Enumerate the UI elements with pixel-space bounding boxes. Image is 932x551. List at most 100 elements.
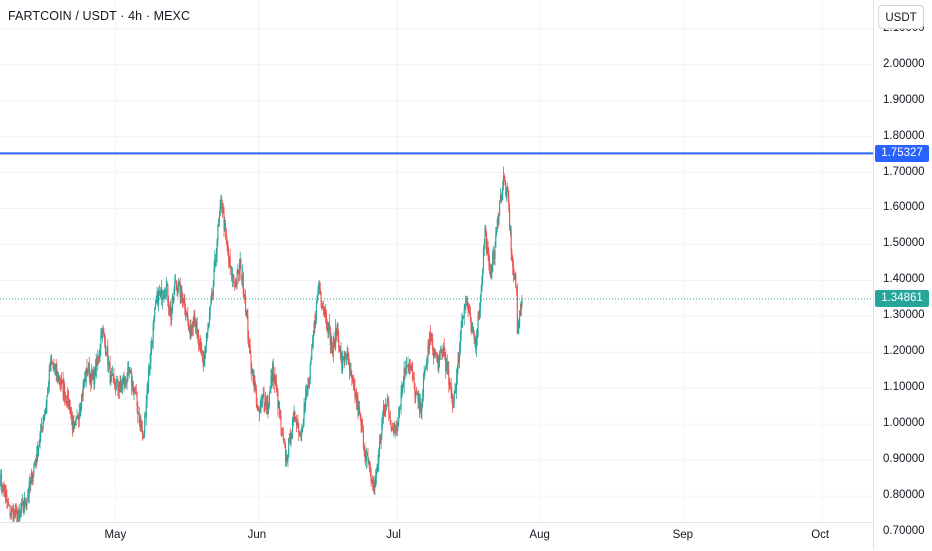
candle-body (72, 422, 74, 431)
candle-body (310, 358, 312, 365)
price-axis[interactable]: 2.100002.000001.900001.800001.700001.600… (873, 0, 932, 550)
candle-body (301, 431, 303, 434)
price-tick-label: 1.00000 (883, 417, 925, 430)
candle-body (136, 393, 138, 406)
candle-body (284, 440, 286, 446)
candle-body (276, 388, 278, 391)
candle-body (44, 413, 46, 419)
candle-body (183, 298, 185, 304)
candle-body (458, 358, 460, 362)
candle-body (372, 483, 374, 488)
candle-body (163, 296, 165, 298)
candle-body (489, 265, 491, 278)
candle-body (402, 384, 404, 390)
candle-body (151, 341, 153, 344)
candle-body (203, 359, 205, 366)
candle-body (19, 511, 21, 513)
candle-body (76, 415, 78, 417)
candle-body (144, 415, 147, 418)
candle-body (112, 374, 114, 376)
candlestick-chart[interactable] (0, 0, 873, 522)
candle-body (1, 486, 3, 491)
candle-body (220, 202, 222, 206)
candle-body (404, 368, 406, 373)
candle-body (133, 388, 135, 392)
candle-body (397, 422, 399, 427)
candle-body (249, 345, 251, 354)
candle-body (128, 367, 130, 372)
chart-plot-area[interactable] (0, 0, 873, 522)
candle-body (110, 374, 112, 384)
candle-body (409, 364, 411, 370)
candle-body (439, 352, 441, 354)
candle-body (281, 429, 284, 435)
candle-body (66, 401, 68, 405)
candle-body (102, 329, 104, 334)
candle-body (141, 429, 143, 435)
currency-button[interactable]: USDT (878, 5, 924, 29)
candle-body (117, 379, 119, 389)
candle-body (350, 370, 352, 376)
candle-body (87, 362, 90, 369)
candle-body (59, 381, 61, 384)
candle-body (107, 347, 109, 366)
candle-body (362, 425, 364, 430)
candle-body (64, 395, 66, 399)
candle-body (271, 377, 273, 381)
candle-body (78, 411, 80, 420)
candle-body (246, 310, 248, 318)
candle-body (61, 379, 63, 381)
candle-body (204, 352, 206, 360)
candle-body (181, 286, 183, 295)
candle-body (426, 355, 428, 367)
candle-body (218, 215, 220, 222)
candle-body (509, 229, 511, 230)
candle-body (71, 417, 73, 431)
candle-body (364, 448, 366, 455)
candle-body (461, 319, 463, 328)
candle-body (319, 289, 321, 292)
candle-body (360, 415, 362, 426)
candle-body (514, 274, 516, 279)
candle-body (101, 335, 103, 338)
candle-body (107, 361, 110, 366)
candle-body (263, 393, 265, 404)
candle-body (77, 419, 80, 420)
candle-body (393, 430, 395, 432)
candle-body (8, 505, 10, 507)
candle-body (443, 346, 445, 353)
candle-body (465, 298, 468, 300)
candle-body (371, 478, 373, 482)
candle-body (478, 314, 480, 320)
candle-body (131, 371, 133, 386)
candle-body (201, 349, 203, 355)
candle-body (475, 337, 478, 349)
candle-body (288, 438, 290, 457)
candle-body (292, 416, 294, 419)
candle-body (68, 400, 70, 406)
candle-body (177, 290, 179, 292)
candle-body (429, 332, 431, 338)
candle-body (134, 391, 137, 393)
candle-body (316, 295, 318, 302)
candle-body (254, 376, 256, 386)
time-axis[interactable]: May Jun Jul Aug Sep Oct (0, 522, 873, 551)
candle-body (473, 333, 475, 340)
candle-body (181, 294, 184, 303)
candle-body (189, 326, 191, 338)
candle-body (226, 242, 228, 246)
candle-body (323, 307, 325, 312)
candle-body (211, 292, 213, 302)
candle-body (339, 349, 341, 353)
symbol-title: FARTCOIN / USDT · 4h · MEXC (8, 9, 191, 23)
candle-body (370, 468, 372, 482)
candle-body (135, 392, 137, 394)
candle-body (124, 377, 126, 385)
candles (0, 166, 523, 522)
candle-body (261, 395, 264, 400)
candle-body (225, 223, 227, 233)
candle-body (515, 274, 517, 288)
candle-body (127, 368, 129, 381)
candle-body (374, 478, 376, 489)
candle-body (391, 426, 393, 428)
